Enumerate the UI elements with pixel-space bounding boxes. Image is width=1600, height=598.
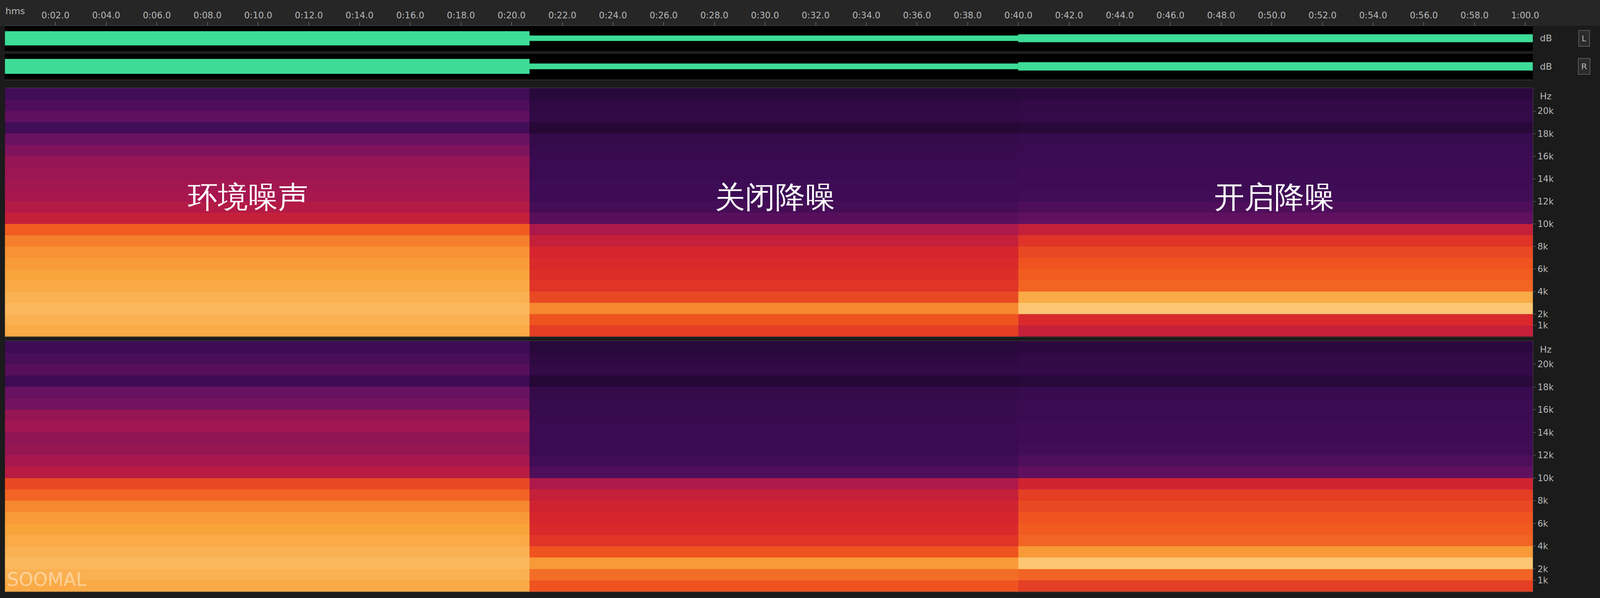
- svg-text:16k: 16k: [1537, 404, 1555, 415]
- svg-text:0:42.0: 0:42.0: [1055, 10, 1084, 21]
- svg-text:0:12.0: 0:12.0: [294, 10, 323, 21]
- svg-text:18k: 18k: [1537, 128, 1555, 139]
- svg-text:关闭降噪: 关闭降噪: [715, 179, 836, 215]
- svg-text:环境噪声: 环境噪声: [187, 179, 309, 215]
- svg-text:0:02.0: 0:02.0: [41, 10, 70, 21]
- svg-text:0:32.0: 0:32.0: [801, 10, 830, 21]
- svg-text:0:58.0: 0:58.0: [1460, 10, 1489, 21]
- svg-text:0:44.0: 0:44.0: [1105, 10, 1134, 21]
- svg-text:0:20.0: 0:20.0: [497, 10, 526, 21]
- svg-text:0:18.0: 0:18.0: [447, 10, 476, 21]
- svg-text:开启降噪: 开启降噪: [1214, 179, 1335, 215]
- svg-text:hms: hms: [5, 5, 26, 17]
- svg-text:0:10.0: 0:10.0: [244, 10, 273, 21]
- svg-text:0:38.0: 0:38.0: [953, 10, 982, 21]
- svg-text:20k: 20k: [1537, 359, 1555, 370]
- svg-text:6k: 6k: [1537, 264, 1549, 275]
- svg-text:18k: 18k: [1537, 382, 1555, 393]
- svg-text:0:56.0: 0:56.0: [1409, 10, 1438, 21]
- svg-text:dB: dB: [1539, 61, 1552, 72]
- svg-text:4k: 4k: [1537, 286, 1549, 297]
- svg-text:Hz: Hz: [1539, 344, 1552, 355]
- svg-text:12k: 12k: [1537, 196, 1555, 207]
- svg-text:0:30.0: 0:30.0: [750, 10, 779, 21]
- svg-text:0:08.0: 0:08.0: [193, 10, 222, 21]
- svg-text:14k: 14k: [1537, 174, 1555, 185]
- svg-text:4k: 4k: [1537, 541, 1549, 552]
- svg-text:2k: 2k: [1537, 564, 1549, 575]
- svg-text:12k: 12k: [1537, 450, 1555, 461]
- svg-text:L: L: [1581, 33, 1587, 44]
- svg-text:SOOMAL: SOOMAL: [7, 568, 87, 591]
- svg-text:0:06.0: 0:06.0: [142, 10, 171, 21]
- svg-text:0:52.0: 0:52.0: [1308, 10, 1337, 21]
- svg-text:8k: 8k: [1537, 241, 1549, 252]
- svg-text:0:22.0: 0:22.0: [548, 10, 577, 21]
- svg-text:dB: dB: [1539, 32, 1552, 44]
- svg-text:20k: 20k: [1537, 106, 1555, 117]
- svg-text:0:04.0: 0:04.0: [92, 10, 121, 21]
- svg-text:0:24.0: 0:24.0: [599, 10, 627, 21]
- svg-text:0:28.0: 0:28.0: [700, 10, 729, 21]
- svg-text:2k: 2k: [1537, 309, 1549, 320]
- svg-text:0:34.0: 0:34.0: [852, 10, 881, 21]
- svg-text:1k: 1k: [1537, 575, 1549, 586]
- svg-text:10k: 10k: [1537, 473, 1555, 484]
- svg-text:0:48.0: 0:48.0: [1207, 10, 1236, 21]
- svg-text:0:40.0: 0:40.0: [1004, 10, 1033, 21]
- svg-text:0:36.0: 0:36.0: [902, 10, 931, 21]
- svg-text:1:00.0: 1:00.0: [1511, 10, 1540, 21]
- svg-text:0:54.0: 0:54.0: [1359, 10, 1388, 21]
- svg-text:1k: 1k: [1537, 320, 1549, 331]
- svg-text:10k: 10k: [1537, 219, 1555, 230]
- svg-text:0:50.0: 0:50.0: [1257, 10, 1286, 21]
- svg-text:0:26.0: 0:26.0: [649, 10, 678, 21]
- svg-text:8k: 8k: [1537, 495, 1549, 506]
- svg-text:0:16.0: 0:16.0: [396, 10, 425, 21]
- svg-text:Hz: Hz: [1539, 90, 1552, 102]
- svg-text:14k: 14k: [1537, 427, 1555, 438]
- svg-text:6k: 6k: [1537, 518, 1549, 529]
- svg-text:0:46.0: 0:46.0: [1156, 10, 1185, 21]
- svg-text:16k: 16k: [1537, 151, 1555, 162]
- svg-text:0:14.0: 0:14.0: [345, 10, 374, 21]
- svg-text:R: R: [1581, 61, 1588, 72]
